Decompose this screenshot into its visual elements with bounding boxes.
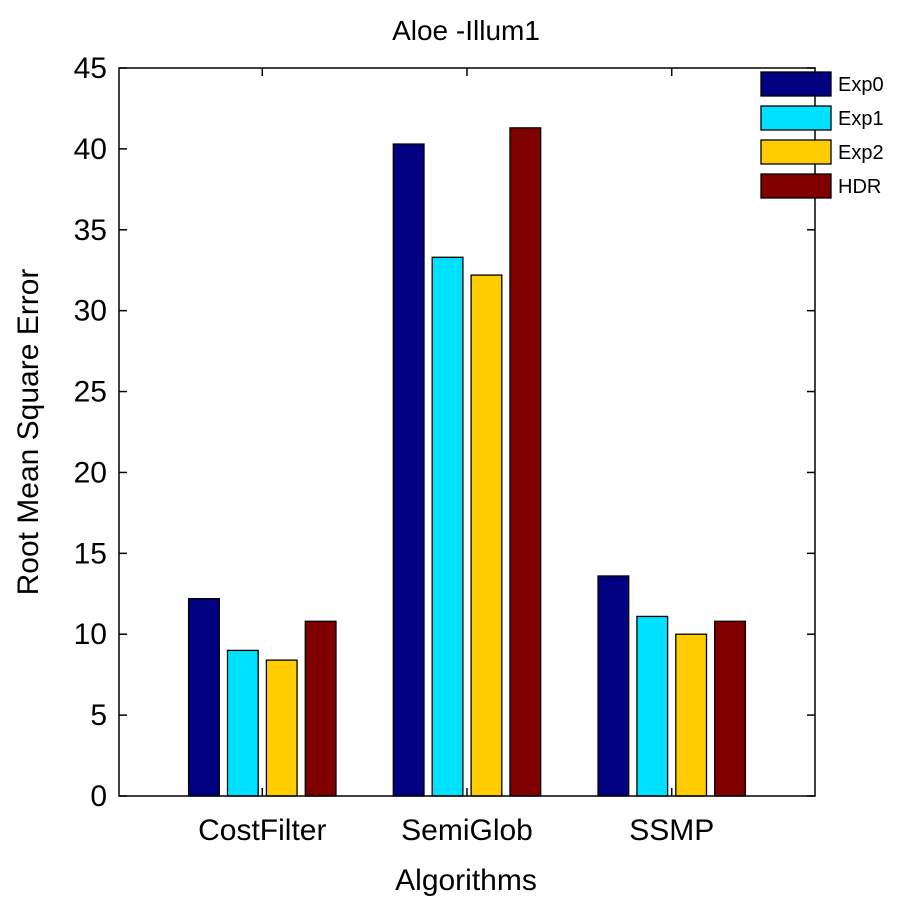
legend: Exp0 Exp1 Exp2 HDR xyxy=(760,71,884,199)
legend-label-exp2: Exp2 xyxy=(838,142,884,164)
x-axis: CostFilter SemiGlob SSMP xyxy=(198,68,714,847)
y-axis-label: Root Mean Square Error xyxy=(12,269,45,596)
x-tick-label: CostFilter xyxy=(198,814,326,847)
y-tick-label: 25 xyxy=(74,376,107,409)
bar-exp0-ssmp xyxy=(597,575,630,797)
x-tick-label: SSMP xyxy=(629,814,714,847)
y-tick-label: 30 xyxy=(74,295,107,328)
y-tick-label: 15 xyxy=(74,537,107,570)
legend-swatch-exp2 xyxy=(760,139,832,165)
bar-exp2-ssmp xyxy=(675,633,708,797)
plot-frame xyxy=(118,67,816,797)
bar-exp0-semiglob xyxy=(392,143,425,797)
y-tick-label: 20 xyxy=(74,456,107,489)
legend-swatch-hdr xyxy=(760,173,832,199)
y-tick-label: 45 xyxy=(74,52,107,85)
legend-label-exp1: Exp1 xyxy=(838,108,884,130)
y-tick-label: 10 xyxy=(74,618,107,651)
legend-swatch-exp1 xyxy=(760,105,832,131)
bars-group xyxy=(187,127,747,797)
bar-hdr-semiglob xyxy=(509,127,542,797)
legend-label-hdr: HDR xyxy=(838,176,881,198)
legend-label-exp0: Exp0 xyxy=(838,74,884,96)
y-tick-label: 35 xyxy=(74,214,107,247)
x-tick-label: SemiGlob xyxy=(401,814,533,847)
y-tick-label: 0 xyxy=(90,780,107,813)
bar-exp1-costfilter xyxy=(226,649,259,797)
bar-exp2-semiglob xyxy=(470,274,503,797)
chart-title: Aloe -Illum1 xyxy=(392,15,540,46)
legend-swatch-exp0 xyxy=(760,71,832,97)
bar-hdr-ssmp xyxy=(714,620,747,797)
x-axis-label: Algorithms xyxy=(395,864,537,897)
bar-exp0-costfilter xyxy=(187,597,220,797)
bar-exp1-semiglob xyxy=(431,256,464,797)
y-axis: 0 5 10 15 20 25 30 35 40 45 xyxy=(74,52,815,813)
bar-hdr-costfilter xyxy=(304,620,337,797)
bar-exp1-ssmp xyxy=(636,615,669,797)
y-tick-label: 40 xyxy=(74,133,107,166)
y-tick-label: 5 xyxy=(90,699,107,732)
bar-exp2-costfilter xyxy=(265,659,298,797)
